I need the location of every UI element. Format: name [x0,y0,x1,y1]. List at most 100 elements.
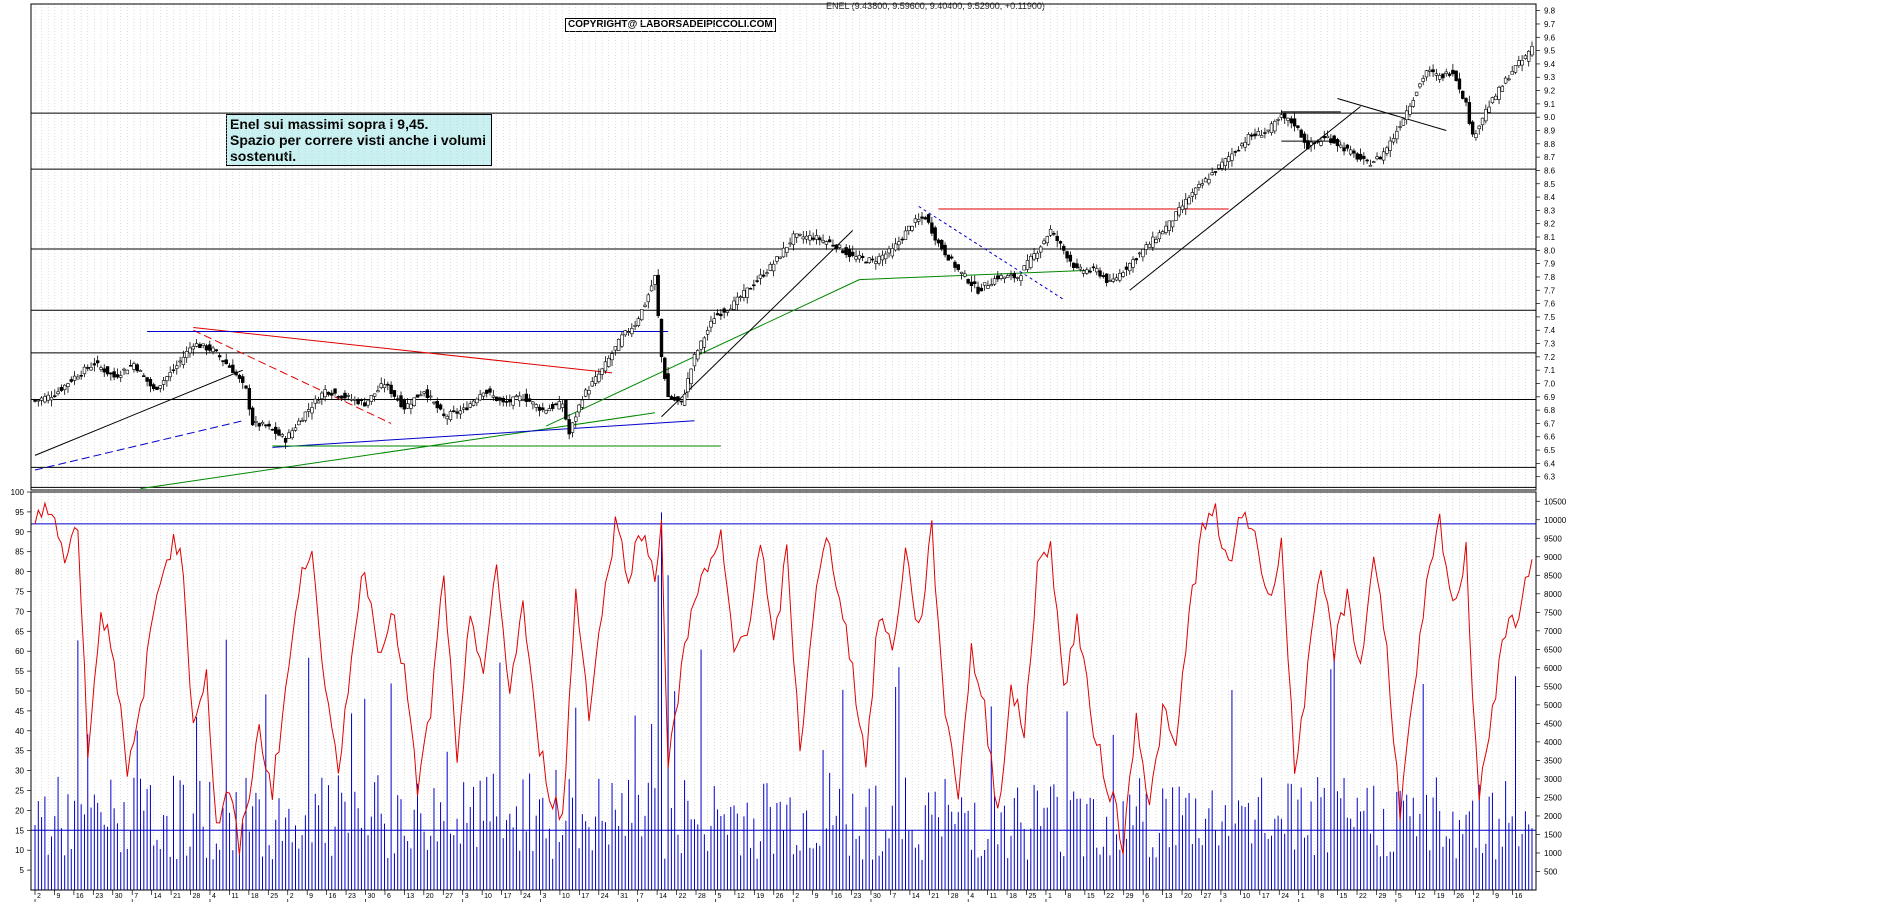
candle-body [676,396,680,402]
candle-body [323,389,327,398]
price-tick-label: 6.9 [1544,393,1556,402]
price-tick-label: 9.8 [1544,7,1556,16]
candle-body [346,395,350,397]
candle-body [514,395,519,398]
x-tick-label: 18 [1009,893,1017,900]
candle-body [1230,153,1234,161]
candle-body [1319,141,1323,146]
candle-body [119,375,123,378]
candle-body [425,389,430,399]
candle-body [913,218,918,223]
candle-body [56,391,60,395]
candle-body [926,214,931,223]
x-tick-label: 28 [193,893,201,900]
trend-line [34,369,243,456]
x-tick-label: 10 [562,893,570,900]
x-tick-label: 11 [990,893,997,900]
candle-body [89,366,93,371]
candle-body [1487,106,1491,113]
candle-body [755,280,759,282]
x-tick-label: 25 [1029,893,1037,900]
x-tick-label: 21 [931,893,939,900]
candle-body [890,248,895,257]
candle-body [1035,252,1040,259]
candle-body [1348,149,1353,155]
candle-body [613,346,618,351]
candle-body [1114,277,1119,281]
candle-body [758,274,763,279]
candle-body [1009,274,1013,277]
candle-body [353,399,357,401]
osc-tick-label: 70 [15,607,24,616]
candle-body [184,351,189,359]
x-tick-label: 7 [892,893,896,900]
candle-body [1233,151,1237,153]
candle-body [814,235,819,240]
price-tick-label: 8.8 [1544,140,1556,149]
candle-body [1128,263,1132,272]
x-tick-label: 20 [1184,893,1192,900]
x-tick-label: 8 [1320,893,1324,900]
candle-body [870,258,875,261]
candle-body [1075,263,1079,268]
candle-body [992,278,997,285]
candle-body [1497,86,1501,100]
candle-body [283,438,288,443]
candle-body [936,239,941,244]
x-tick-label: 1 [1048,893,1052,900]
x-tick-label: 16 [76,893,84,900]
candle-body [860,255,865,258]
candle-body [557,401,561,410]
x-tick-label: 23 [854,893,862,900]
x-tick-label: 31 [620,893,628,900]
candle-body [1098,270,1102,277]
x-tick-label: 2 [1476,893,1480,900]
candle-body [1372,161,1376,163]
candle-body [982,282,987,286]
candle-body [62,384,67,391]
x-tick-label: 24 [523,893,531,900]
candle-body [33,400,37,402]
candle-body [880,254,885,261]
candle-body [607,357,611,367]
candle-body [897,241,901,246]
candle-body [1002,276,1007,279]
x-tick-label: 16 [329,893,337,900]
candle-body [837,244,842,248]
candle-body [1378,156,1383,160]
candle-body [405,403,410,409]
candle-body [1071,262,1076,269]
x-tick-label: 30 [115,893,123,900]
candle-body [518,395,522,402]
x-tick-label: 28 [951,893,959,900]
x-tick-label: 2 [290,893,294,900]
candle-body [916,219,921,222]
candle-body [234,371,238,376]
candle-body [293,427,298,431]
candle-body [1151,236,1155,248]
candle-body [979,287,984,292]
candle-body [1203,178,1208,183]
candle-body [409,403,413,409]
candle-body [1424,70,1429,78]
price-tick-label: 9.2 [1544,87,1556,96]
candle-body [419,394,423,397]
trend-line [193,329,392,424]
candle-body [254,420,258,423]
candle-body [1490,97,1495,104]
candle-body [399,395,403,408]
candle-body [1368,164,1373,167]
candle-body [547,408,552,412]
candle-body [1342,147,1346,152]
osc-tick-label: 45 [15,707,24,716]
candle-body [705,330,710,335]
x-tick-label: 30 [368,893,376,900]
candle-body [1006,275,1010,278]
candle-body [105,366,110,375]
candle-body [1052,232,1056,235]
candle-body [336,396,341,398]
candle-body [630,328,634,335]
candle-body [580,399,585,408]
candle-body [646,294,651,303]
candle-body [590,381,594,387]
